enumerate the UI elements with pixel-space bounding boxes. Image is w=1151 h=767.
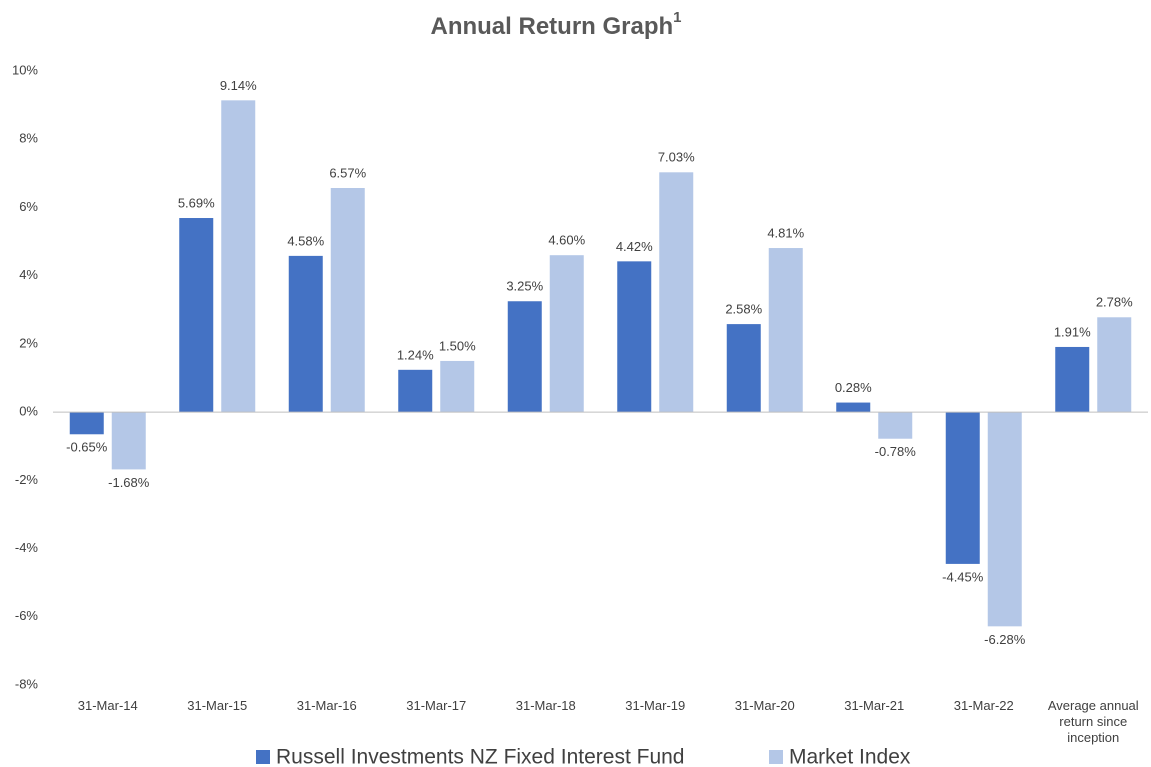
legend-swatch bbox=[256, 750, 270, 764]
chart-title: Annual Return Graph1 bbox=[430, 9, 681, 40]
data-label: -0.78% bbox=[875, 444, 917, 459]
x-tick-label: 31-Mar-18 bbox=[515, 698, 576, 713]
x-tick-label: 31-Mar-14 bbox=[77, 698, 138, 713]
y-tick-label: -4% bbox=[15, 540, 39, 555]
data-label: 7.03% bbox=[658, 150, 695, 165]
data-label: 4.42% bbox=[616, 239, 653, 254]
y-tick-label: -2% bbox=[15, 472, 39, 487]
bar bbox=[987, 412, 1022, 627]
bar bbox=[617, 261, 652, 413]
x-tick-label: 31-Mar-19 bbox=[625, 698, 686, 713]
data-label: 2.78% bbox=[1096, 295, 1133, 310]
data-label: 0.28% bbox=[835, 380, 872, 395]
data-label: -6.28% bbox=[984, 632, 1026, 647]
bar bbox=[878, 412, 913, 439]
data-label: 1.91% bbox=[1054, 324, 1091, 339]
bar bbox=[659, 172, 694, 413]
x-tick-label: 31-Mar-21 bbox=[844, 698, 905, 713]
bar bbox=[398, 369, 433, 413]
bar bbox=[179, 218, 214, 413]
x-tick-label: 31-Mar-15 bbox=[187, 698, 248, 713]
bar bbox=[726, 324, 761, 413]
x-tick-label: 31-Mar-22 bbox=[953, 698, 1014, 713]
bar bbox=[288, 255, 323, 413]
data-label: 2.58% bbox=[725, 302, 762, 317]
bar bbox=[836, 402, 871, 413]
legend-label: Market Index bbox=[789, 746, 911, 767]
title-text: Annual Return Graph bbox=[430, 13, 673, 40]
bar bbox=[111, 412, 146, 470]
title-note: 1 bbox=[673, 9, 681, 26]
data-label: 9.14% bbox=[220, 78, 257, 93]
y-tick-label: 0% bbox=[19, 404, 38, 419]
bar bbox=[768, 248, 803, 413]
bar bbox=[549, 255, 584, 413]
y-tick-label: -6% bbox=[15, 608, 39, 623]
bar bbox=[440, 360, 475, 413]
data-label: -0.65% bbox=[66, 440, 108, 455]
data-label: 1.24% bbox=[397, 347, 434, 362]
bar bbox=[69, 412, 104, 435]
x-tick-label: Average annual return since inception bbox=[1047, 698, 1139, 745]
data-label: 3.25% bbox=[506, 279, 543, 294]
data-label: 4.81% bbox=[767, 225, 804, 240]
bar bbox=[221, 100, 256, 413]
data-label: -4.45% bbox=[942, 569, 984, 584]
legend-swatch bbox=[769, 750, 783, 764]
bar bbox=[507, 301, 542, 413]
x-tick-label: 31-Mar-17 bbox=[406, 698, 467, 713]
data-label: 4.60% bbox=[548, 233, 585, 248]
y-tick-label: 8% bbox=[19, 131, 38, 146]
bar bbox=[945, 412, 980, 564]
y-tick-label: 2% bbox=[19, 335, 38, 350]
x-tick-label: 31-Mar-20 bbox=[734, 698, 795, 713]
bar bbox=[1055, 346, 1090, 413]
y-tick-label: 4% bbox=[19, 267, 38, 282]
data-label: 5.69% bbox=[178, 195, 215, 210]
bar bbox=[1097, 317, 1132, 413]
data-label: 4.58% bbox=[287, 233, 324, 248]
data-label: 1.50% bbox=[439, 338, 476, 353]
bar bbox=[330, 188, 365, 413]
y-tick-label: 6% bbox=[19, 199, 38, 214]
legend-label: Russell Investments NZ Fixed Interest Fu… bbox=[276, 746, 685, 767]
y-tick-label: 10% bbox=[12, 62, 38, 77]
data-label: 6.57% bbox=[329, 165, 366, 180]
x-tick-label: 31-Mar-16 bbox=[296, 698, 357, 713]
data-label: -1.68% bbox=[108, 475, 150, 490]
y-tick-label: -8% bbox=[15, 676, 39, 691]
